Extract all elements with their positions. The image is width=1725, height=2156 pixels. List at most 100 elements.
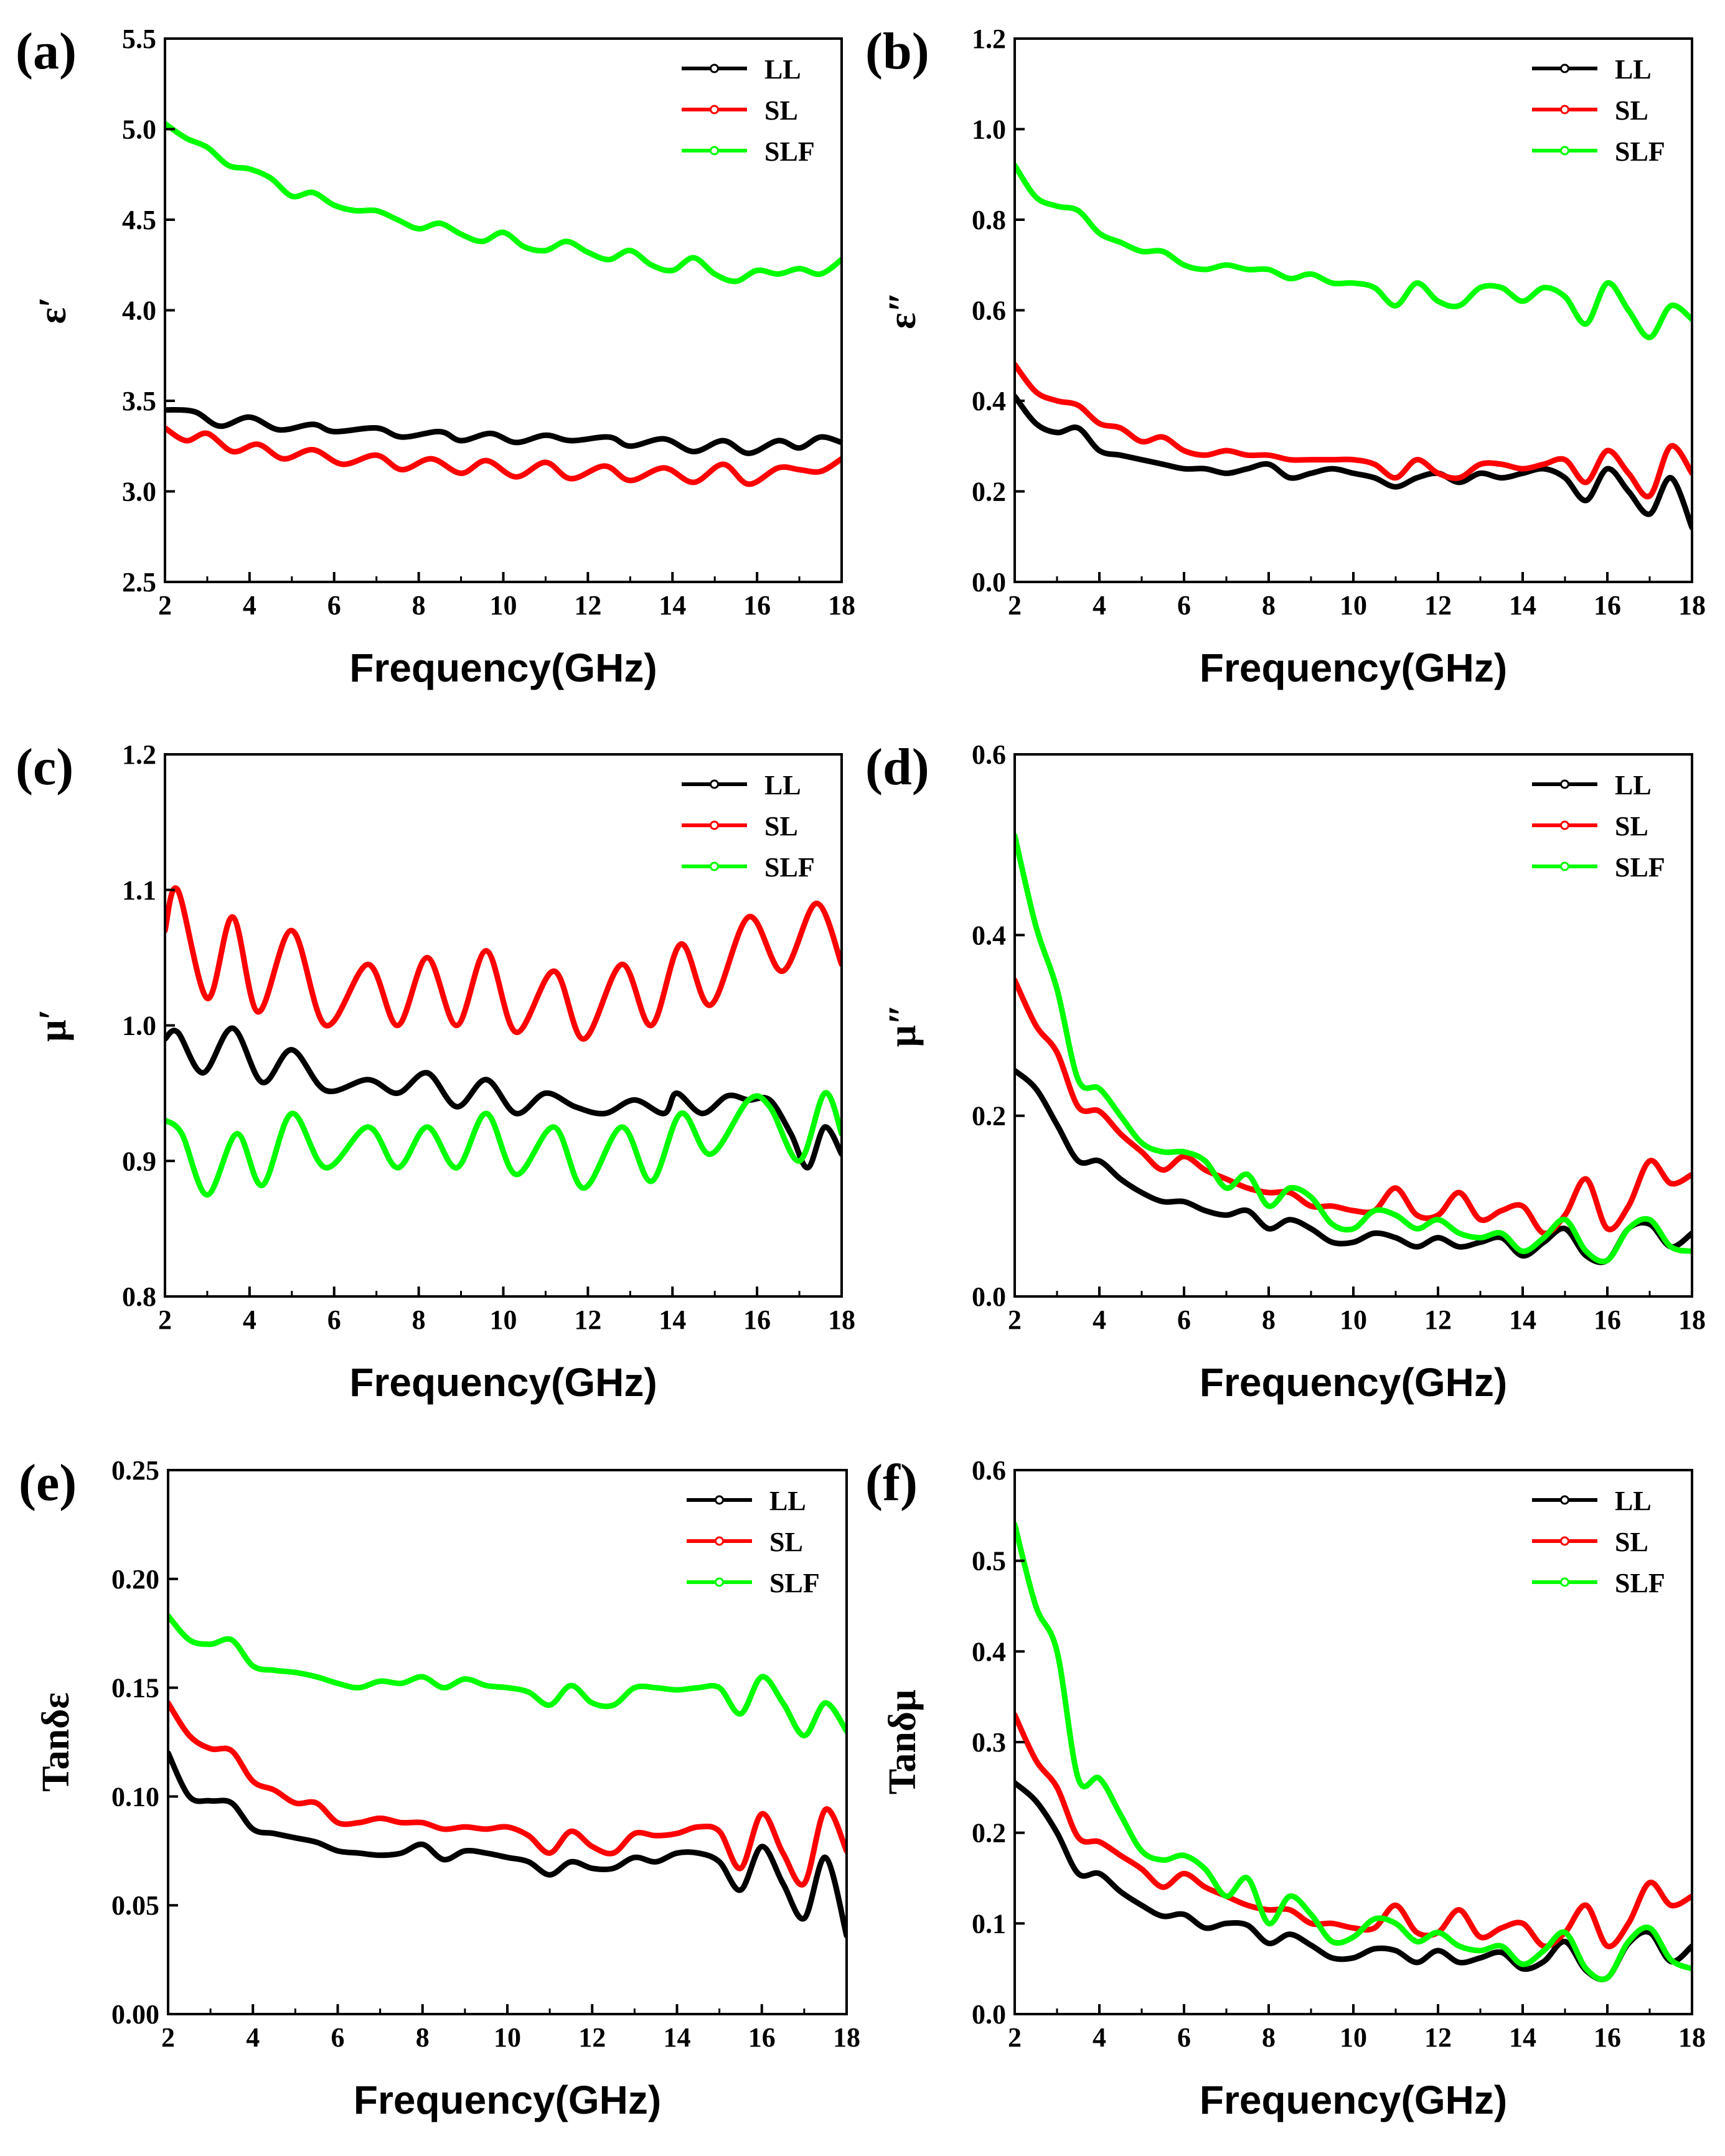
y-tick-label: 1.1 [122, 875, 156, 906]
x-tick-label: 12 [1424, 590, 1452, 621]
legend-marker-slf [715, 1577, 724, 1587]
series-line-sl [165, 425, 842, 487]
legend-label: LL [764, 770, 801, 800]
x-tick-label: 10 [490, 590, 517, 621]
y-tick-label: 4.0 [122, 296, 156, 326]
series-line-sl [1015, 977, 1692, 1236]
y-tick-label: 3.0 [122, 477, 156, 507]
panel-label: (e) [19, 1454, 77, 1512]
legend-marker-ll [710, 63, 719, 73]
x-tick-label: 14 [659, 590, 686, 621]
series-group [1015, 162, 1692, 531]
x-tick-label: 8 [412, 1305, 426, 1335]
legend-marker-slf [1560, 1577, 1569, 1587]
y-tick-label: 0.15 [111, 1673, 159, 1704]
y-tick-label: 0.2 [972, 1101, 1006, 1132]
y-tick-label: 5.0 [122, 115, 156, 145]
x-tick-label: 14 [1509, 1305, 1536, 1335]
y-tick-label: 1.0 [972, 115, 1006, 145]
x-tick-label: 2 [158, 1305, 172, 1335]
x-tick-label: 12 [578, 2022, 606, 2053]
x-tick-label: 4 [1093, 1305, 1106, 1335]
series-line-slf [165, 1090, 842, 1198]
y-tick-label: 0.10 [111, 1781, 159, 1812]
y-tick-label: 0.05 [111, 1890, 159, 1921]
y-tick-label: 1.2 [972, 24, 1006, 54]
x-tick-label: 2 [158, 590, 172, 621]
x-tick-label: 4 [246, 2022, 260, 2053]
legend-label: SL [1615, 811, 1648, 841]
x-tick-label: 8 [1262, 1305, 1276, 1335]
legend-marker-ll [710, 779, 719, 789]
y-tick-label: 0.8 [122, 1282, 156, 1312]
x-tick-label: 16 [1594, 1305, 1621, 1335]
legend-label: SL [764, 811, 798, 841]
y-tick-label: 0.25 [111, 1455, 159, 1486]
panel-label: (d) [865, 738, 929, 796]
x-axis-title: Frequency(GHz) [349, 1360, 657, 1405]
x-tick-label: 18 [828, 1305, 855, 1335]
y-axis-title: ε″ [881, 291, 924, 329]
series-line-slf [1015, 162, 1692, 340]
x-axis-title: Frequency(GHz) [1200, 1360, 1507, 1405]
legend-label: SLF [1615, 852, 1665, 883]
legend-marker-slf [710, 861, 719, 871]
plot-frame [1013, 753, 1693, 1298]
y-tick-label: 1.0 [122, 1011, 156, 1041]
legend-label: SL [769, 1527, 803, 1557]
y-tick-label: 0.00 [111, 1999, 159, 2030]
legend-marker-sl [1560, 820, 1569, 830]
y-tick-label: 0.6 [972, 1455, 1006, 1486]
series-line-sl [1015, 362, 1692, 500]
x-tick-label: 10 [1340, 2022, 1367, 2053]
x-tick-label: 18 [828, 590, 855, 621]
x-tick-label: 14 [1509, 2022, 1536, 2053]
x-tick-label: 2 [161, 2022, 175, 2053]
x-tick-label: 6 [1177, 2022, 1191, 2053]
legend-marker-ll [1560, 63, 1569, 73]
y-tick-label: 0.4 [972, 386, 1006, 416]
y-axis-title: μ′ [32, 1009, 74, 1042]
plot-frame [1013, 1469, 1693, 2015]
x-tick-label: 6 [1177, 590, 1191, 621]
x-tick-label: 2 [1008, 2022, 1022, 2053]
y-tick-label: 0.3 [972, 1727, 1006, 1758]
series-group [1015, 833, 1692, 1265]
y-tick-label: 0.0 [972, 1282, 1006, 1312]
legend: LL SL SLF [682, 770, 815, 883]
x-tick-label: 2 [1008, 1305, 1022, 1335]
y-tick-label: 1.2 [122, 739, 156, 770]
x-tick-label: 10 [1340, 590, 1367, 621]
y-tick-label: 0.0 [972, 567, 1006, 598]
legend-label: LL [1615, 770, 1652, 800]
series-line-sl [1015, 1712, 1692, 1949]
panel-label: (a) [16, 22, 77, 80]
series-line-ll [1015, 1067, 1692, 1265]
y-tick-label: 0.0 [972, 1999, 1006, 2030]
plot-frame [164, 37, 843, 583]
legend-label: SLF [764, 852, 815, 883]
legend: LL SL SLF [1532, 54, 1665, 167]
legend: LL SL SLF [1532, 770, 1665, 883]
panel-label: (c) [16, 738, 73, 796]
legend: LL SL SLF [687, 1486, 820, 1598]
legend-marker-sl [710, 820, 719, 830]
series-line-slf [168, 1613, 847, 1738]
series-line-ll [168, 1750, 847, 1939]
y-tick-label: 0.9 [122, 1146, 156, 1176]
x-tick-label: 10 [490, 1305, 517, 1335]
legend-marker-ll [1560, 1495, 1569, 1505]
legend-label: LL [764, 54, 801, 85]
legend-marker-slf [710, 146, 719, 156]
y-axis-title: ε′ [32, 297, 74, 324]
series-group [1015, 1521, 1692, 1982]
x-axis-title: Frequency(GHz) [354, 2078, 661, 2122]
panel-label: (f) [865, 1454, 918, 1512]
y-tick-label: 0.5 [972, 1546, 1006, 1577]
chart-panel: 2 4 6 8 10 12 14 16 18 2.5 3.0 3.5 4.0 4.5 5.0 5.5 Frequ… [16, 22, 855, 690]
x-tick-label: 16 [743, 1305, 771, 1335]
legend-marker-slf [1560, 146, 1569, 156]
legend-label: SLF [1615, 1568, 1665, 1598]
chart-panel: 2 4 6 8 10 12 14 16 18 0.00 0.05 0.10 0.15 0.20 0.25 Fr… [19, 1454, 860, 2122]
